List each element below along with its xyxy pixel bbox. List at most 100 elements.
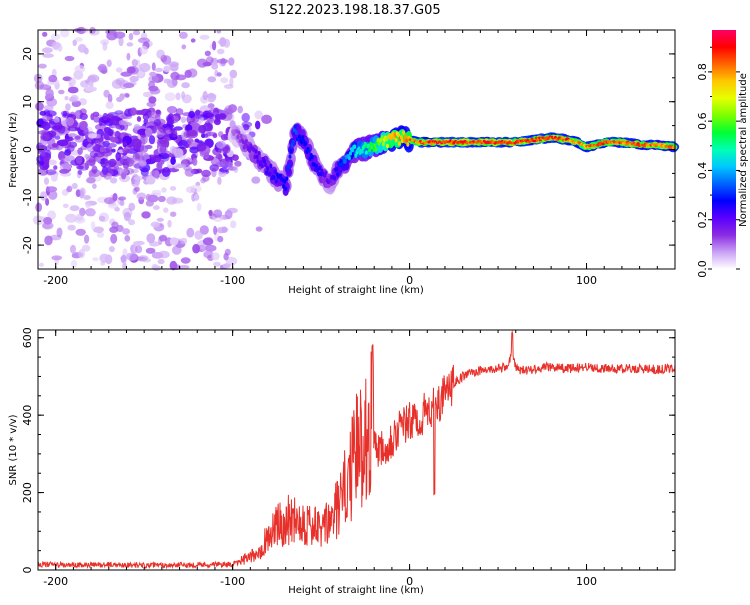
spectrogram-noise-blob [45, 186, 58, 193]
spectrogram-y-tick-label: 20 [21, 47, 34, 61]
spectrogram-ridge-mark [318, 166, 322, 171]
spectrogram-noise-blob [153, 119, 162, 127]
spectrogram-noise-blob [43, 177, 50, 185]
spectrogram-ridge-mark [349, 151, 352, 156]
spectrogram-ridge-mark [397, 141, 401, 146]
snr-y-tick-label: 0 [21, 567, 34, 574]
spectrogram-noise-blob [139, 145, 149, 153]
spectrogram-noise-blob [77, 147, 83, 155]
spectrogram-ridge-mark [636, 142, 640, 145]
spectrogram-noise-blob [131, 59, 138, 67]
spectrogram-noise-blob [194, 230, 203, 240]
snr-x-tick-label: 0 [406, 575, 413, 588]
snr-y-axis-title: SNR (10 * v/v) [8, 414, 19, 485]
spectrogram-noise-blob [98, 212, 109, 223]
spectrogram-noise-blob [230, 220, 237, 229]
spectrogram-noise-blob [242, 124, 250, 131]
spectrogram-noise-blob [161, 187, 167, 193]
spectrogram-noise-blob [45, 169, 57, 176]
spectrogram-noise-blob [51, 143, 59, 148]
snr-y-tick-label: 600 [21, 327, 34, 348]
spectrogram-ridge-mark [339, 158, 343, 164]
spectrogram-noise-blob [223, 84, 234, 89]
spectrogram-noise-blob [196, 202, 202, 212]
spectrogram-noise-blob [131, 138, 142, 148]
spectrogram-noise-blob [88, 133, 97, 139]
spectrogram-noise-blob [65, 213, 77, 223]
spectrogram-noise-blob [104, 197, 115, 205]
spectrogram-noise-blob [166, 106, 178, 114]
spectrogram-noise-blob [103, 89, 110, 98]
spectrogram-noise-blob [124, 93, 130, 98]
spectrogram-noise-blob [126, 66, 136, 74]
spectrogram-noise-blob [123, 82, 135, 89]
spectrogram-ridge-mark [260, 164, 264, 169]
spectrogram-noise-blob [116, 96, 123, 102]
spectrogram-noise-blob [167, 119, 175, 125]
spectrogram-noise-blob [184, 69, 192, 78]
spectrogram-ridge-mark [259, 160, 263, 165]
spectrogram-noise-blob [113, 31, 126, 39]
spectrogram-noise-blob [203, 133, 209, 138]
spectrogram-noise-blob [148, 135, 156, 145]
spectrogram-noise-blob [196, 142, 207, 152]
spectrogram-frame [37, 29, 676, 270]
spectrogram-ridge-mark [478, 139, 482, 143]
spectrogram-noise-blob [175, 74, 187, 81]
spectrogram-ridge-mark [288, 154, 292, 159]
colorbar: 0.0 0.2 0.4 0.6 0.8 Normalized spectral ampl… [696, 30, 749, 278]
spectrogram-noise-blob [130, 107, 137, 116]
spectrogram-noise-blob [167, 219, 172, 228]
spectrogram-ridge-mark [310, 154, 314, 160]
spectrogram-noise-blob [38, 63, 47, 69]
spectrogram-noise-blob [159, 234, 168, 242]
spectrogram-ridge-mark [239, 134, 243, 139]
spectrogram-noise-blob [78, 249, 85, 259]
spectrogram-ridge-mark [353, 144, 357, 149]
spectrogram-noise-blob [124, 235, 131, 242]
spectrogram-noise-blob [219, 37, 227, 47]
spectrogram-noise-blob [176, 163, 187, 168]
spectrogram-noise-blob [105, 101, 114, 110]
spectrogram-noise-blob [67, 144, 75, 152]
snr-x-tick-label: 100 [576, 575, 597, 588]
spectrogram-noise-blob [79, 120, 88, 131]
spectrogram-noise-blob [135, 245, 143, 254]
spectrogram-ridge-mark [272, 175, 276, 180]
spectrogram-noise-blob [149, 87, 161, 95]
spectrogram-y-tick-label: -20 [21, 236, 34, 254]
spectrogram-noise-blob [126, 252, 138, 261]
spectrogram-noise-blob [90, 208, 96, 217]
spectrogram-noise-blob [122, 262, 127, 270]
spectrogram-noise-blob [163, 207, 169, 213]
spectrogram-noise-blob [48, 159, 57, 166]
spectrogram-ridge-mark [290, 143, 294, 148]
spectrogram-ridge-mark [313, 167, 317, 172]
spectrogram-ridge-mark [380, 135, 384, 140]
spectrogram-ridge-mark [324, 170, 328, 175]
spectrogram-ridge-mark [281, 177, 284, 182]
spectrogram-ridge-mark [402, 130, 406, 135]
spectrogram-noise-blob [64, 55, 75, 62]
snr-y-tick-label: 400 [21, 405, 34, 426]
spectrogram-noise-blob [70, 260, 78, 268]
spectrogram-noise-blob [111, 148, 116, 153]
spectrogram-noise-blob [180, 257, 191, 264]
spectrogram-noise-blob [133, 240, 145, 246]
spectrogram-noise-blob [184, 168, 195, 177]
spectrogram-noise-blob [158, 152, 170, 162]
spectrogram-ridge-mark [363, 142, 367, 147]
spectrogram-noise-blob [61, 189, 69, 196]
spectrogram-ridge-mark [294, 130, 298, 135]
spectrogram-noise-blob [108, 129, 115, 135]
spectrogram-x-tick-label: -100 [220, 274, 245, 287]
spectrogram-noise-blob [178, 265, 190, 270]
spectrogram-ridge-mark [429, 142, 433, 145]
spectrogram-noise-blob [56, 139, 69, 147]
spectrogram-ridge-mark [263, 159, 266, 164]
spectrogram-noise-blob [54, 135, 61, 140]
spectrogram-ridge-mark [282, 184, 286, 189]
spectrogram-noise-blob [170, 211, 177, 217]
spectrogram-y-axis-title: Frequency (Hz) [8, 112, 19, 188]
